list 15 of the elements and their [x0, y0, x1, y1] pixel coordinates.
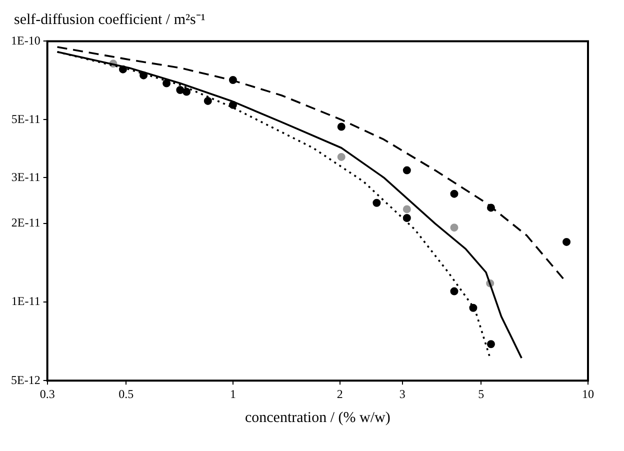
y-tick-label: 2E-11 — [11, 216, 40, 230]
x-tick-label: 2 — [336, 386, 343, 401]
y-axis-title: self-diffusion coefficient / m²s⁻¹ — [14, 11, 206, 29]
x-tick-label: 10 — [582, 386, 594, 401]
x-axis-title: concentration / (% w/w) — [244, 410, 390, 426]
y-tick-label: 3E-11 — [11, 170, 40, 184]
y-tick-label: 1E-11 — [11, 294, 40, 308]
x-tick-label: 3 — [399, 386, 406, 401]
y-tick-label: 1E-10 — [11, 33, 40, 48]
x-tick-label: 0.5 — [118, 386, 134, 401]
x-tick-label: 0.3 — [40, 386, 55, 401]
x-tick-label: 5 — [478, 386, 484, 401]
y-tick-label: 5E-12 — [11, 372, 40, 387]
y-tick-label: 5E-11 — [11, 112, 40, 126]
x-tick-label: 1 — [230, 386, 236, 401]
